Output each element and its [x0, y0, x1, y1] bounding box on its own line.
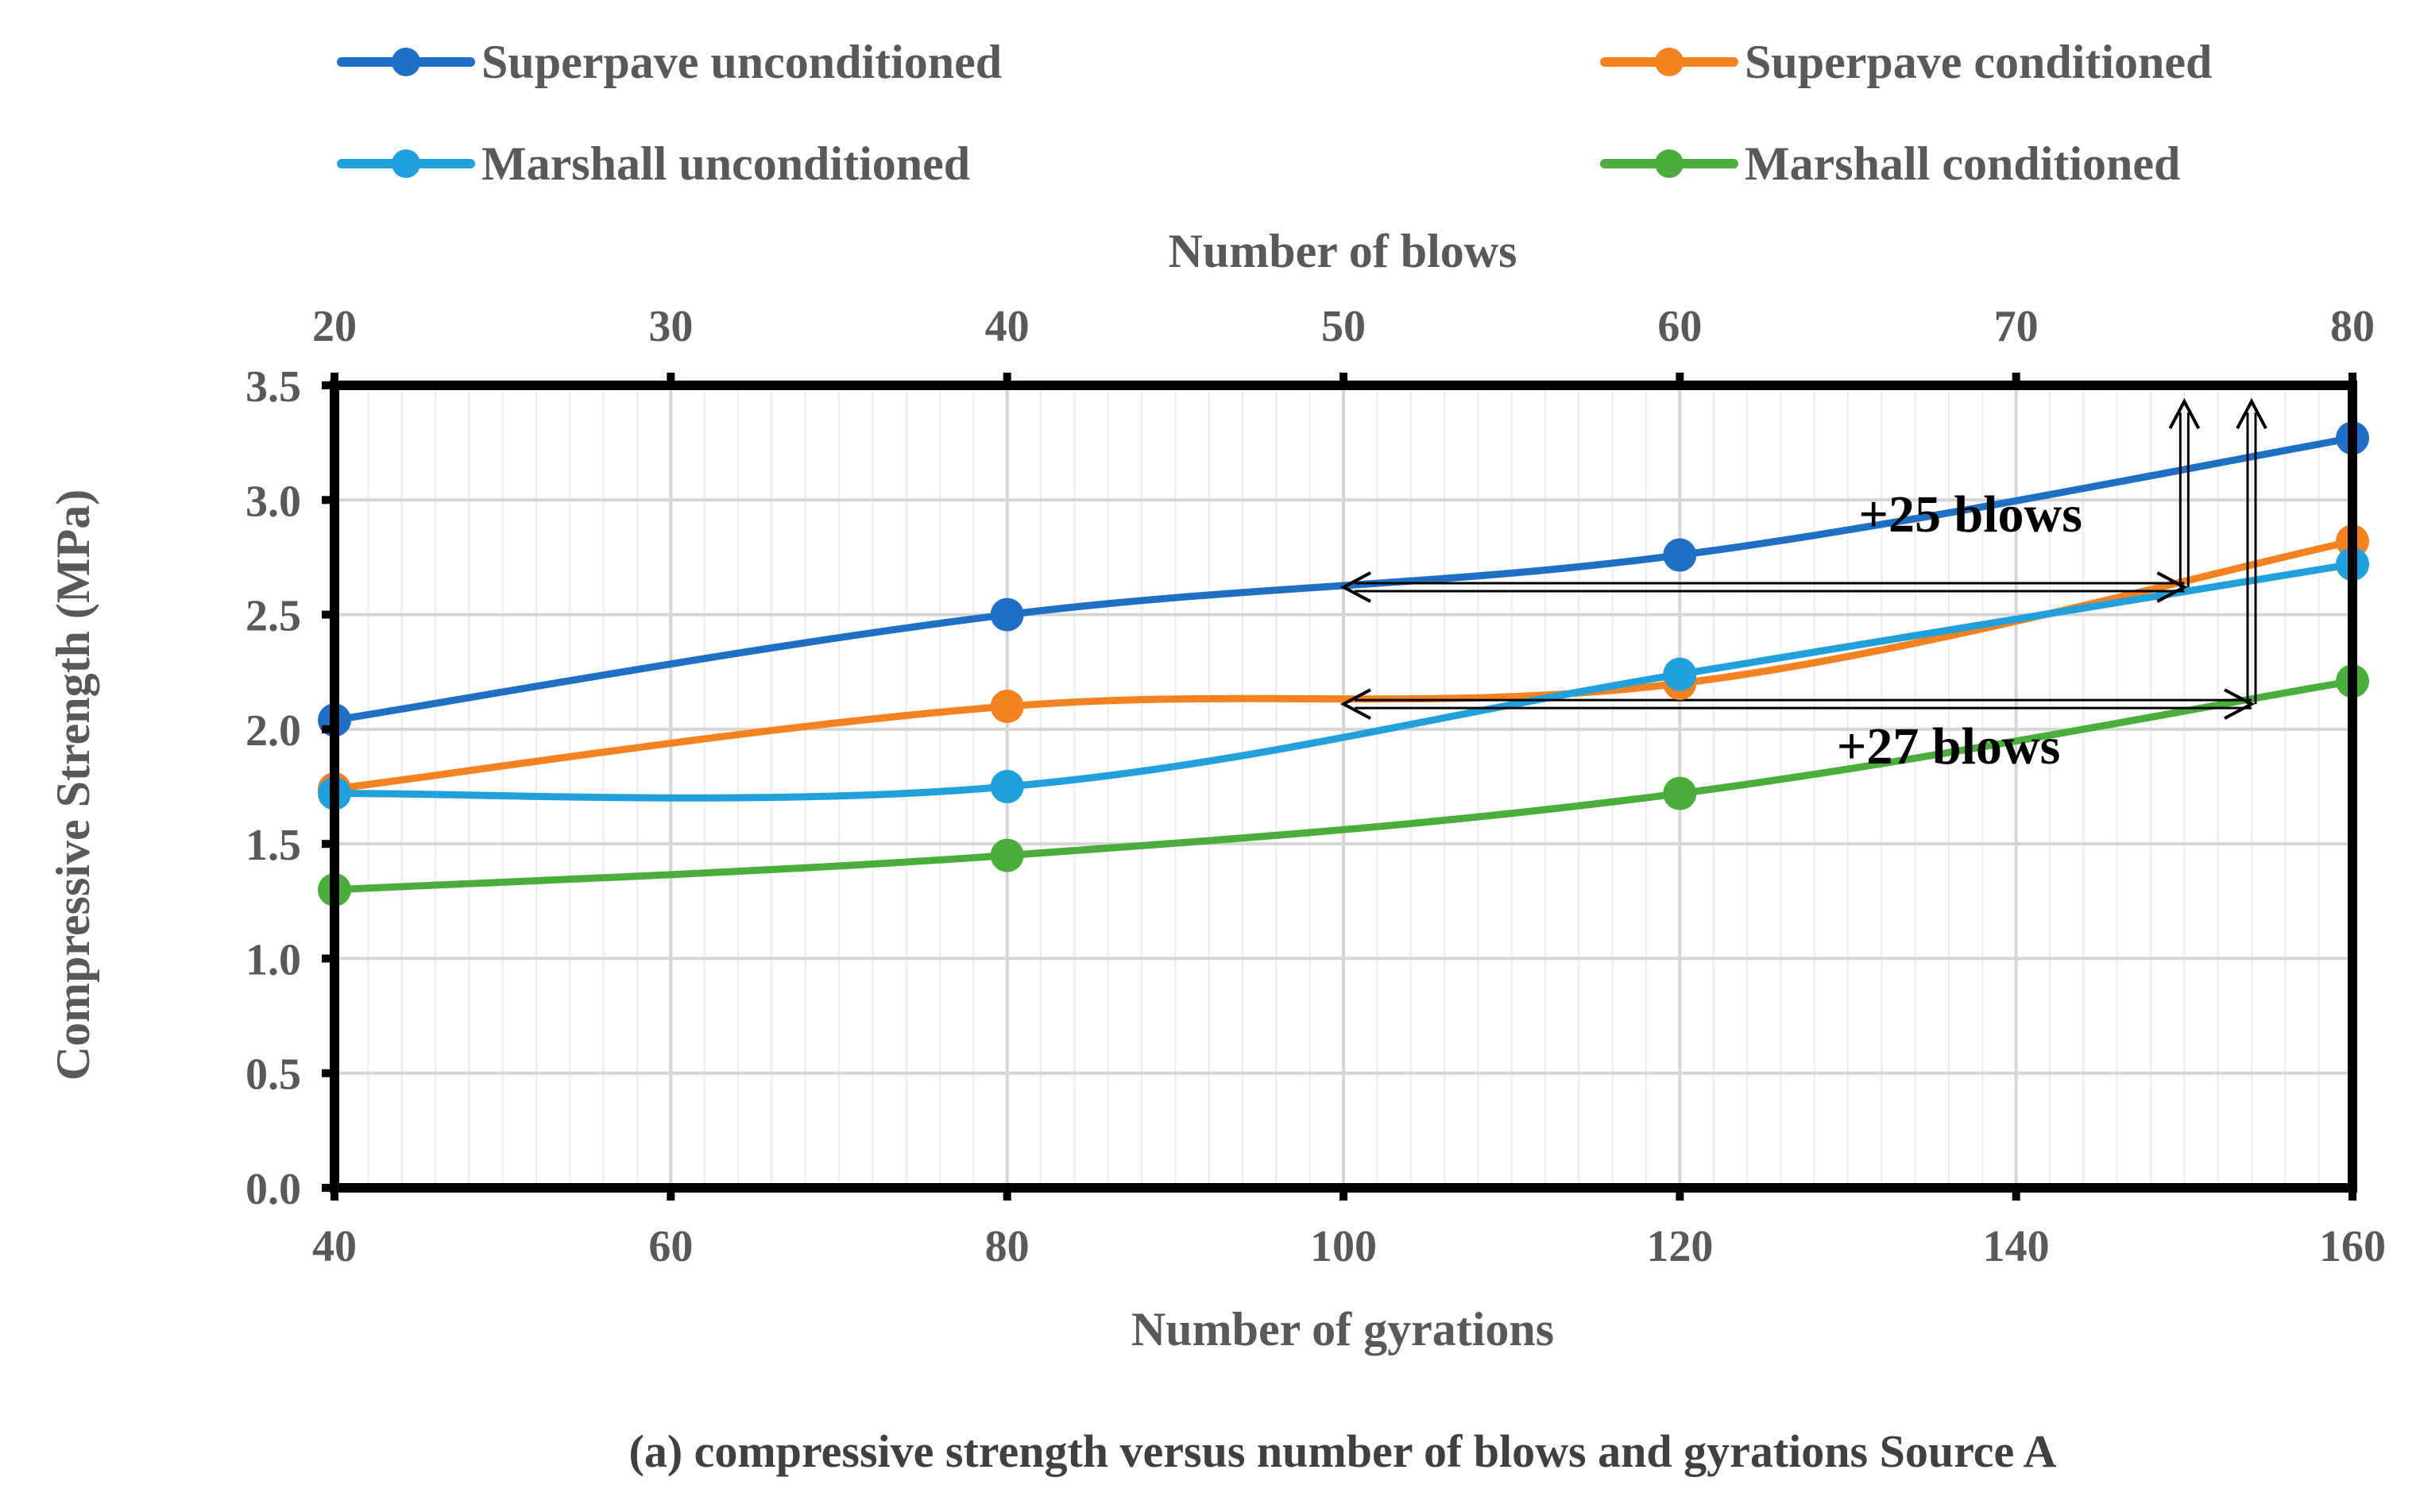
- annotation-label: +25 blows: [1858, 485, 2082, 543]
- data-point-1-1: [990, 690, 1024, 723]
- figure-caption: (a) compressive strength versus number o…: [629, 1425, 2057, 1477]
- data-point-0-1: [990, 597, 1024, 632]
- x2-tick-label: 50: [1321, 302, 1366, 351]
- annotations: +25 blows +27 blows: [1340, 397, 2267, 775]
- y-tick-label: 3.5: [245, 362, 301, 412]
- annotation-arrowhead-left: [1340, 571, 1371, 603]
- annotation-arrowhead-right: [2156, 571, 2188, 603]
- tick-labels: 40 60 80 100 120 140 160 20 30 40 50 60 70 80 0.0 0.5 1.…: [245, 302, 2386, 1271]
- annotation-arrowhead-left: [1340, 688, 1371, 720]
- top-axis-title: Number of blows: [1169, 225, 1517, 277]
- series-line-2: [331, 560, 2356, 802]
- legend-item-marshall-unconditioned[interactable]: Marshall unconditioned: [337, 137, 970, 190]
- legend: Superpave unconditioned Superpave condit…: [337, 36, 2212, 190]
- y-tick-label: 1.5: [245, 821, 301, 870]
- y-tick-label: 2.0: [245, 706, 301, 756]
- x-tick-label: 80: [985, 1222, 1030, 1271]
- annotation-label: +27 blows: [1837, 717, 2061, 775]
- legend-item-superpave-conditioned[interactable]: Superpave conditioned: [1600, 36, 2212, 88]
- legend-marker: [392, 149, 420, 178]
- x-tick-label: 40: [312, 1222, 357, 1271]
- legend-marker: [1655, 149, 1684, 178]
- minor-gridlines: [367, 385, 2320, 1188]
- x-tick-label: 100: [1310, 1222, 1377, 1271]
- y-tick-label: 0.0: [245, 1165, 301, 1214]
- y-tick-label: 2.5: [245, 592, 301, 641]
- y-tick-label: 1.0: [245, 935, 301, 984]
- annotation-arrowhead-up: [2168, 397, 2201, 430]
- x2-tick-label: 30: [648, 302, 693, 351]
- legend-item-marshall-conditioned[interactable]: Marshall conditioned: [1600, 137, 2180, 190]
- data-point-2-2: [1663, 657, 1697, 691]
- plot-frame: [322, 373, 2357, 1201]
- y-tick-label: 3.0: [245, 477, 301, 526]
- annotation-arrowhead-right: [2224, 688, 2256, 720]
- x-tick-label: 60: [648, 1222, 693, 1271]
- x-axis-title: Number of gyrations: [1131, 1303, 1554, 1355]
- legend-label: Superpave conditioned: [1745, 36, 2212, 88]
- legend-label: Superpave unconditioned: [481, 36, 1002, 88]
- x-tick-label: 140: [1983, 1222, 2050, 1271]
- x2-tick-label: 40: [985, 302, 1030, 351]
- data-point-0-2: [1663, 538, 1697, 572]
- x2-tick-label: 70: [1994, 302, 2039, 351]
- annotation-arrowhead-up: [2236, 397, 2267, 430]
- legend-marker: [1655, 48, 1684, 76]
- series-points: [318, 421, 2369, 907]
- x2-tick-label: 80: [2330, 302, 2375, 351]
- x-tick-label: 120: [1646, 1222, 1713, 1271]
- x2-tick-label: 20: [312, 302, 357, 351]
- legend-label: Marshall conditioned: [1745, 137, 2180, 190]
- legend-item-superpave-unconditioned[interactable]: Superpave unconditioned: [337, 36, 1002, 88]
- legend-label: Marshall unconditioned: [481, 137, 970, 190]
- data-point-3-1: [990, 838, 1024, 872]
- legend-marker: [392, 48, 420, 76]
- data-point-3-2: [1663, 776, 1697, 810]
- x2-tick-label: 60: [1657, 302, 1702, 351]
- series-line-3: [331, 677, 2356, 894]
- y-tick-label: 0.5: [245, 1050, 301, 1100]
- data-point-2-1: [990, 770, 1024, 803]
- x-tick-label: 160: [2319, 1222, 2386, 1271]
- series-lines: [331, 434, 2356, 894]
- y-axis-title: Compressive Strength (MPa): [47, 489, 99, 1081]
